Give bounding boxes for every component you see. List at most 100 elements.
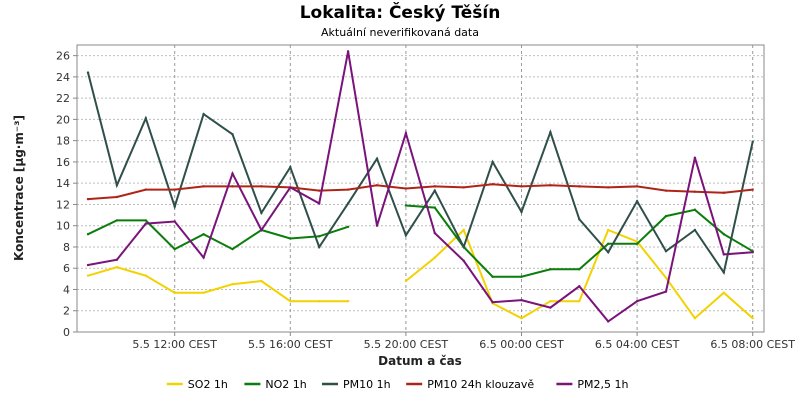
y-tick-label: 0 [63,326,70,339]
data-point-so2-1h [260,279,263,283]
data-point-no2-1h [635,242,639,245]
data-point-so2-1h [404,279,408,283]
x-axis-label: Datum a čas [378,354,462,368]
data-point-pm10-1h [173,205,176,208]
series-line-pm10-1h [87,72,754,275]
data-point-no2-1h [607,242,610,245]
data-point-pm10-1h [664,250,668,253]
legend-item-pm2-5-1h: PM2,5 1h [556,378,629,391]
data-point-no2-1h [664,214,668,218]
data-point-no2-1h [520,275,523,278]
data-point-pm2-5-1h [578,285,581,288]
data-point-pm2-5-1h [289,186,292,189]
data-point-pm10-24h-klouzav [433,185,436,188]
y-tick-label: 4 [63,283,70,296]
series-pm10-24h-klouzav [86,183,754,201]
data-point-pm10-1h [202,112,205,116]
data-point-pm10-1h [635,200,639,203]
series-line-pm2-5-1h [87,51,753,323]
data-point-pm10-1h [231,133,234,136]
data-point-pm2-5-1h [693,156,697,159]
data-point-so2-1h [346,299,350,303]
y-tick-label: 20 [56,113,70,126]
data-point-pm10-24h-klouzav [491,183,494,186]
y-tick-label: 22 [56,92,70,105]
data-point-so2-1h [202,291,205,294]
data-point-so2-1h [664,276,668,279]
legend-label: PM10 24h klouzavě [427,378,534,391]
data-point-pm10-1h [346,202,350,205]
legend-label: PM10 1h [343,378,391,391]
data-point-pm10-24h-klouzav [520,185,523,188]
data-point-pm10-1h [462,245,465,249]
legend: SO2 1h NO2 1h PM10 1h PM10 24h klouzavě PM2,… [166,378,629,391]
chart-subtitle: Aktuální neverifikovaná data [321,26,479,39]
data-point-pm10-1h [260,211,263,215]
series-so2-1h [86,228,754,320]
legend-label: PM2,5 1h [577,378,628,391]
data-point-pm2-5-1h [115,258,119,261]
data-point-no2-1h [231,247,234,251]
data-point-pm10-24h-klouzav [549,184,552,187]
series-line-pm10-24h-klouzav [87,183,753,201]
data-point-pm10-24h-klouzav [751,188,754,191]
y-tick-label: 24 [56,71,70,84]
data-point-pm10-1h [375,157,379,160]
y-tick-label: 6 [63,262,70,275]
data-point-pm2-5-1h [549,306,552,309]
data-point-pm2-5-1h [635,299,639,303]
data-point-so2-1h [607,228,610,232]
y-tick-label: 10 [56,220,70,233]
data-point-pm2-5-1h [491,301,494,304]
data-point-so2-1h [751,316,754,320]
plot-border [76,44,765,333]
data-point-pm2-5-1h [260,228,263,232]
legend-label: SO2 1h [188,378,228,391]
data-point-no2-1h [318,235,321,238]
data-point-pm2-5-1h [173,220,176,223]
y-tick-label: 16 [56,156,70,169]
x-tick-label: 6.5 00:00 CEST [479,338,564,351]
data-point-no2-1h [578,268,581,271]
data-point-pm10-1h [86,71,90,74]
data-point-pm10-1h [433,189,436,192]
data-point-pm10-24h-klouzav [86,197,90,201]
data-point-pm10-24h-klouzav [346,188,350,191]
data-point-no2-1h [144,219,147,222]
legend-item-no2-1h: NO2 1h [244,378,307,391]
data-point-pm2-5-1h [375,224,379,227]
data-point-pm10-24h-klouzav [375,184,379,187]
data-point-pm10-24h-klouzav [318,189,321,192]
data-point-so2-1h [318,299,321,303]
series-no2-1h [86,204,754,278]
data-point-pm10-24h-klouzav [693,190,697,193]
data-point-pm2-5-1h [664,290,668,293]
data-point-pm10-24h-klouzav [664,189,668,192]
data-point-so2-1h [693,316,697,320]
data-point-so2-1h [462,228,465,232]
data-point-pm10-1h [549,130,552,134]
data-point-so2-1h [578,299,581,303]
grid [77,45,764,332]
data-point-pm10-24h-klouzav [202,185,205,188]
data-point-no2-1h [491,275,494,278]
data-point-no2-1h [115,219,119,222]
y-tick-label: 8 [63,241,70,254]
y-axis-label: Koncentrace [µg·m⁻³] [12,115,26,261]
data-point-pm2-5-1h [433,231,436,235]
data-point-so2-1h [173,291,176,294]
data-point-pm2-5-1h [202,256,205,259]
data-point-so2-1h [520,316,523,320]
x-tick-label: 6.5 08:00 CEST [710,338,795,351]
legend-item-pm10-1h: PM10 1h [322,378,391,391]
data-point-no2-1h [433,206,436,209]
data-point-pm10-24h-klouzav [404,187,408,190]
data-point-pm10-24h-klouzav [144,188,147,191]
data-point-pm10-1h [318,245,321,249]
data-point-no2-1h [693,208,697,211]
data-point-pm10-1h [144,117,147,120]
data-point-no2-1h [346,225,350,228]
y-tick-label: 2 [63,305,70,318]
